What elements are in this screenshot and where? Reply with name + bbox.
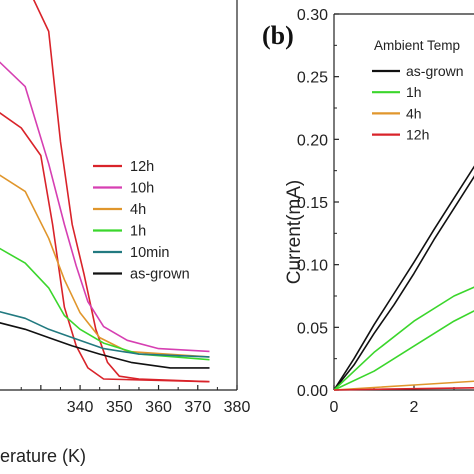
legend-b: Ambient Temp as-grown 1h 4h 12h [372,38,464,143]
legend-label-b: 12h [406,127,429,143]
legend-label-b: 4h [406,105,422,121]
x-tick-label-a: 370 [184,399,211,416]
series-line-12h-a [0,111,210,383]
y-tick-label-b: 0.10 [297,258,328,275]
legend-label-a: 12h [130,159,154,175]
y-tick-label-b: 0.05 [297,320,328,337]
y-tick-label-b: 0.25 [297,70,328,87]
y-tick-label-b: 0.00 [297,383,328,400]
series-line-12h-a [32,0,210,383]
y-axis-label-b: Current(mA) [284,180,305,285]
series-group-a [0,0,210,383]
series-line-10h-a [0,61,210,353]
series-line-12h-b [334,386,474,391]
legend-label-a: 1h [130,224,146,240]
panel-label-b: (b) [262,21,294,50]
legend-label-b: 1h [406,84,422,100]
series-line-as-grown-b [334,175,474,391]
panel-a: 340 350 360 370 380 erature (K) 12h 10h 4h 1h 10mi… [0,0,250,466]
x-tick-label-a: 340 [67,399,94,416]
series-line-as-grown-b [334,165,474,391]
series-group-b [334,165,474,391]
series-line-1h-a [0,247,210,361]
series-line-10min-a [0,310,210,358]
x-tick-label-b: 0 [330,399,339,416]
legend-label-a: as-grown [130,267,190,283]
x-tick-label-b: 2 [410,399,419,416]
legend-title-b: Ambient Temp [374,38,460,53]
panel-b: 0.000.050.100.150.200.250.30024Current(m… [262,7,474,416]
series-line-as-grown-a [0,322,210,369]
series-line-1h-b [334,310,474,391]
legend-a: 12h 10h 4h 1h 10min as-grown [93,159,190,283]
legend-label-a: 10min [130,245,170,261]
legend-label-a: 4h [130,202,146,218]
legend-label-b: as-grown [406,63,464,79]
series-line-1h-b [334,286,474,391]
x-tick-label-a: 350 [106,399,133,416]
y-tick-label-b: 0.30 [297,7,328,24]
legend-label-a: 10h [130,181,154,197]
x-axis-label-a: erature (K) [0,446,86,466]
x-tick-label-a: 360 [145,399,172,416]
x-tick-label-a: 380 [224,399,251,416]
y-tick-label-b: 0.20 [297,132,328,149]
series-line-4h-b [334,380,474,391]
y-tick-label-b: 0.15 [297,195,328,212]
